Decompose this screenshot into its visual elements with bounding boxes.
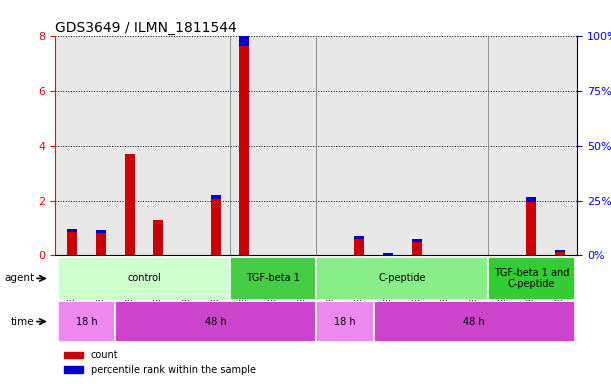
Bar bbox=[153, 220, 163, 255]
Bar bbox=[354, 236, 364, 240]
Bar bbox=[488, 257, 574, 300]
Bar bbox=[58, 257, 230, 300]
Bar bbox=[211, 199, 221, 255]
Text: 48 h: 48 h bbox=[463, 316, 485, 327]
Bar bbox=[527, 197, 536, 202]
Text: C-peptide: C-peptide bbox=[379, 273, 426, 283]
Bar bbox=[230, 257, 316, 300]
Bar bbox=[316, 257, 488, 300]
Bar bbox=[240, 35, 249, 46]
Bar bbox=[67, 228, 77, 232]
Text: 48 h: 48 h bbox=[205, 316, 227, 327]
Text: GDS3649 / ILMN_1811544: GDS3649 / ILMN_1811544 bbox=[55, 22, 236, 35]
Bar bbox=[373, 301, 574, 342]
Text: TGF-beta 1: TGF-beta 1 bbox=[246, 273, 300, 283]
Text: control: control bbox=[127, 273, 161, 283]
Bar bbox=[211, 195, 221, 199]
Bar bbox=[316, 301, 373, 342]
Bar bbox=[412, 242, 422, 255]
Text: time: time bbox=[10, 316, 34, 327]
Text: 18 h: 18 h bbox=[334, 316, 356, 327]
Bar bbox=[555, 250, 565, 252]
Bar bbox=[58, 301, 115, 342]
Bar bbox=[96, 230, 106, 233]
Bar bbox=[383, 253, 393, 255]
Bar bbox=[240, 46, 249, 255]
Legend: count, percentile rank within the sample: count, percentile rank within the sample bbox=[60, 346, 260, 379]
Bar bbox=[96, 233, 106, 255]
Bar bbox=[67, 232, 77, 255]
Text: agent: agent bbox=[4, 273, 34, 283]
Bar bbox=[555, 252, 565, 255]
Bar bbox=[527, 202, 536, 255]
Bar bbox=[115, 301, 316, 342]
Bar bbox=[125, 154, 134, 255]
Text: TGF-beta 1 and
C-peptide: TGF-beta 1 and C-peptide bbox=[494, 268, 569, 289]
Bar bbox=[354, 240, 364, 255]
Bar bbox=[412, 240, 422, 242]
Text: 18 h: 18 h bbox=[76, 316, 97, 327]
